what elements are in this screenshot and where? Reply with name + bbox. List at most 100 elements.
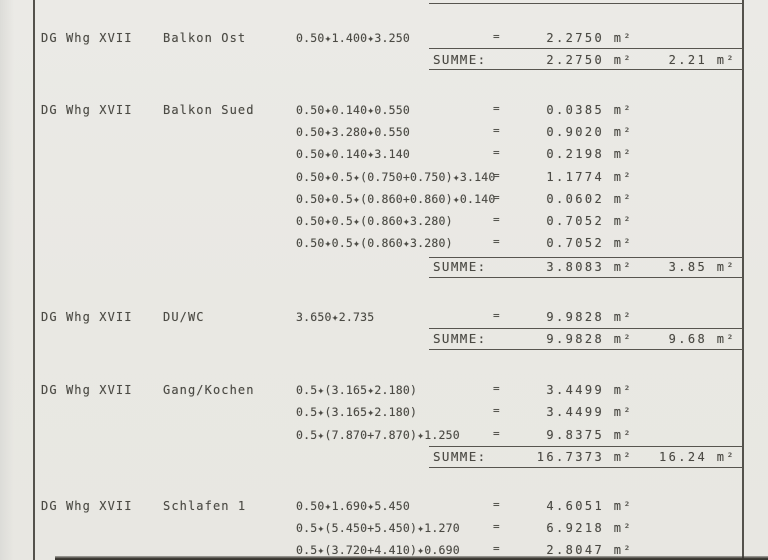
summe-rule (429, 277, 743, 278)
calc-row: 0.5✦(5.450+5.450)✦1.270 = 6.9218 m² (0, 520, 768, 535)
formula-cell: 0.50✦0.5✦(0.860+0.860)✦0.140 (296, 192, 496, 206)
formula-cell: 0.50✦0.5✦(0.860✦3.280) (296, 214, 453, 228)
calc-row: 0.50✦3.280✦0.550 = 0.9020 m² (0, 124, 768, 139)
right-border-rule (742, 0, 744, 560)
formula-cell: 0.50✦0.140✦0.550 (296, 103, 410, 117)
equals-sign: = (493, 498, 500, 511)
project-cell: DG Whg XVII (41, 31, 133, 45)
calc-row: 0.50✦0.140✦3.140 = 0.2198 m² (0, 146, 768, 161)
area-value: 0.0385 m² (546, 103, 633, 117)
area-value: 6.9218 m² (546, 521, 633, 535)
project-cell: DG Whg XVII (41, 499, 133, 513)
calc-row: 0.5✦(3.165✦2.180) = 3.4499 m² (0, 404, 768, 419)
calc-row: 0.50✦0.5✦(0.860+0.860)✦0.140 = 0.0602 m² (0, 191, 768, 206)
calc-row: DG Whg XVII Schlafen 1 0.50✦1.690✦5.450 = 4.… (0, 498, 768, 513)
area-value: 0.0602 m² (546, 192, 633, 206)
rounded-value: 2.21 m² (668, 53, 736, 67)
summe-rule (429, 467, 743, 468)
area-value: 0.2198 m² (546, 147, 633, 161)
summe-rule (429, 257, 743, 258)
rounded-value: 9.68 m² (668, 332, 736, 346)
project-cell: DG Whg XVII (41, 103, 133, 117)
room-cell: Balkon Ost (163, 31, 247, 45)
calc-row: 0.50✦0.5✦(0.750+0.750)✦3.140 = 1.1774 m² (0, 169, 768, 184)
equals-sign: = (493, 404, 500, 417)
summe-value: 2.2750 m² (546, 53, 633, 67)
formula-cell: 0.50✦0.140✦3.140 (296, 147, 410, 161)
calc-row: 0.50✦0.5✦(0.860✦3.280) = 0.7052 m² (0, 213, 768, 228)
calc-row: DG Whg XVII Gang/Kochen 0.5✦(3.165✦2.180) =… (0, 382, 768, 397)
area-value: 4.6051 m² (546, 499, 633, 513)
left-border-rule (33, 0, 35, 560)
calc-row: DG Whg XVII Balkon Sued 0.50✦0.140✦0.550 = 0… (0, 102, 768, 117)
formula-cell: 0.5✦(3.165✦2.180) (296, 405, 418, 419)
summe-label: SUMME: (433, 52, 487, 67)
project-cell: DG Whg XVII (41, 310, 133, 324)
calc-row: 0.5✦(3.720+4.410)✦0.690 = 2.8047 m² (0, 542, 768, 557)
summe-rule (429, 349, 743, 350)
equals-sign: = (493, 191, 500, 204)
equals-sign: = (493, 213, 500, 226)
summe-value: 16.7373 m² (536, 450, 633, 464)
summe-row: SUMME: 2.2750 m² 2.21 m² (0, 52, 768, 68)
summe-label: SUMME: (433, 449, 487, 464)
equals-sign: = (493, 309, 500, 322)
area-value: 3.4499 m² (546, 405, 633, 419)
formula-cell: 0.5✦(3.165✦2.180) (296, 383, 418, 397)
area-value: 9.9828 m² (546, 310, 633, 324)
bottom-scan-edge (55, 556, 768, 560)
calc-row: 0.5✦(7.870+7.870)✦1.250 = 9.8375 m² (0, 427, 768, 442)
equals-sign: = (493, 169, 500, 182)
equals-sign: = (493, 146, 500, 159)
summe-row: SUMME: 3.8083 m² 3.85 m² (0, 259, 768, 275)
scan-left-shade (0, 0, 14, 560)
formula-cell: 0.50✦0.5✦(0.860✦3.280) (296, 236, 453, 250)
rounded-value: 3.85 m² (668, 260, 736, 274)
area-value: 1.1774 m² (546, 170, 633, 184)
area-value: 2.2750 m² (546, 31, 633, 45)
calc-row: DG Whg XVII Balkon Ost 0.50✦1.400✦3.250 = 2.… (0, 30, 768, 45)
formula-cell: 0.50✦3.280✦0.550 (296, 125, 410, 139)
area-value: 9.8375 m² (546, 428, 633, 442)
calc-row: DG Whg XVII DU/WC 3.650✦2.735 = 9.9828 m² (0, 309, 768, 324)
summe-rule (429, 69, 743, 70)
summe-label: SUMME: (433, 259, 487, 274)
equals-sign: = (493, 382, 500, 395)
room-cell: Gang/Kochen (163, 383, 255, 397)
rounded-value: 16.24 m² (659, 450, 736, 464)
room-cell: Balkon Sued (163, 103, 255, 117)
area-value: 3.4499 m² (546, 383, 633, 397)
equals-sign: = (493, 542, 500, 555)
area-value: 0.9020 m² (546, 125, 633, 139)
formula-cell: 0.5✦(5.450+5.450)✦1.270 (296, 521, 460, 535)
area-value: 0.7052 m² (546, 236, 633, 250)
summe-value: 9.9828 m² (546, 332, 633, 346)
summe-label: SUMME: (433, 331, 487, 346)
area-value: 0.7052 m² (546, 214, 633, 228)
summe-rule (429, 446, 743, 447)
equals-sign: = (493, 124, 500, 137)
calc-row: 0.50✦0.5✦(0.860✦3.280) = 0.7052 m² (0, 235, 768, 250)
project-cell: DG Whg XVII (41, 383, 133, 397)
room-cell: DU/WC (163, 310, 205, 324)
equals-sign: = (493, 30, 500, 43)
summe-value: 3.8083 m² (546, 260, 633, 274)
summe-rule (429, 328, 743, 329)
formula-cell: 3.650✦2.735 (296, 310, 375, 324)
summe-row: SUMME: 9.9828 m² 9.68 m² (0, 331, 768, 347)
equals-sign: = (493, 520, 500, 533)
summe-row: SUMME: 16.7373 m² 16.24 m² (0, 449, 768, 465)
formula-cell: 0.50✦1.400✦3.250 (296, 31, 410, 45)
equals-sign: = (493, 235, 500, 248)
equals-sign: = (493, 102, 500, 115)
formula-cell: 0.50✦0.5✦(0.750+0.750)✦3.140 (296, 170, 496, 184)
formula-cell: 0.5✦(7.870+7.870)✦1.250 (296, 428, 460, 442)
room-cell: Schlafen 1 (163, 499, 247, 513)
area-value: 2.8047 m² (546, 543, 633, 557)
summe-rule (429, 48, 743, 49)
equals-sign: = (493, 427, 500, 440)
previous-summe-rule-partial (429, 3, 743, 4)
formula-cell: 0.50✦1.690✦5.450 (296, 499, 410, 513)
formula-cell: 0.5✦(3.720+4.410)✦0.690 (296, 543, 460, 557)
